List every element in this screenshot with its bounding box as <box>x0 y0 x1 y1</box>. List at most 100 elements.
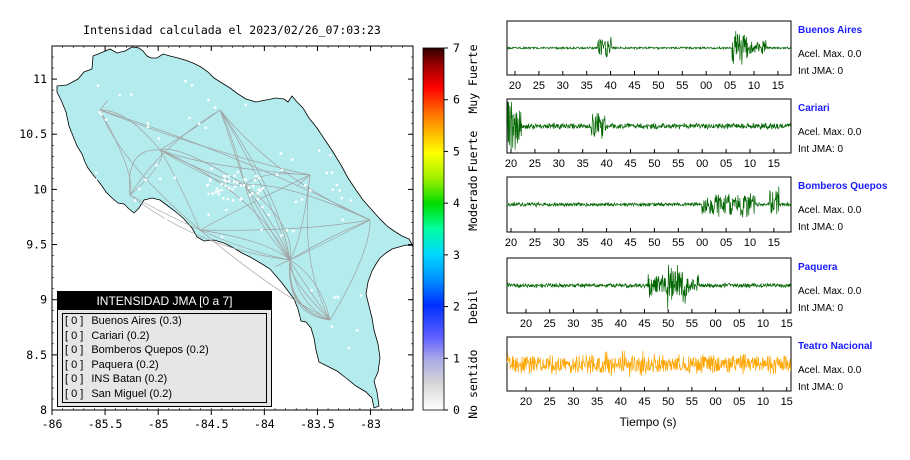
town-marker <box>291 158 294 161</box>
station-name: Bomberos Quepos <box>798 181 888 192</box>
waveform-tick-label: 45 <box>638 396 650 408</box>
town-marker <box>261 187 264 190</box>
waveform-tick-label: 50 <box>648 237 660 249</box>
town-marker <box>304 183 307 187</box>
station-acel: Acel. Max. 0.0 <box>798 49 862 60</box>
town-marker <box>247 186 251 190</box>
waveform-tick-label: 20 <box>505 158 517 170</box>
town-marker <box>340 196 343 200</box>
legend-item: [ 0 ] Buenos Aires (0.3) <box>63 314 266 329</box>
road <box>129 109 221 196</box>
map-x-tick-label: -85.5 <box>88 417 123 431</box>
waveform-tick-label: 05 <box>720 158 732 170</box>
road <box>329 219 371 321</box>
town-marker <box>251 191 254 195</box>
waveform-tick-label: 05 <box>720 237 732 249</box>
town-marker <box>236 170 240 174</box>
legend-item: [ 0 ] Paquera (0.2) <box>63 358 266 373</box>
waveform-tick-label: 15 <box>768 237 780 249</box>
road <box>99 109 311 176</box>
town-marker <box>232 180 236 184</box>
town-marker <box>223 174 227 178</box>
road <box>199 219 371 231</box>
station-int: Int JMA: 0 <box>798 144 843 155</box>
town-marker <box>275 173 279 177</box>
town-marker <box>330 325 334 328</box>
station-int: Int JMA: 0 <box>798 222 843 233</box>
waveform-panel: 20 25 30 35 40 45 50 55 00 05 10 15 Bomberos Quepos A… <box>505 176 888 249</box>
waveform-tick-label: 15 <box>772 80 784 92</box>
road <box>219 109 291 261</box>
town-marker <box>94 171 98 175</box>
town-marker <box>220 188 223 192</box>
town-marker <box>217 189 221 193</box>
town-marker <box>329 153 332 157</box>
map-x-tick-label: -86 <box>42 417 63 431</box>
waveform-trace <box>506 264 792 309</box>
town-marker <box>173 176 176 179</box>
town-marker <box>341 218 344 222</box>
town-marker <box>359 294 363 297</box>
town-marker <box>294 200 298 204</box>
waveform-tick-label: 30 <box>553 158 565 170</box>
legend-item-text: Buenos Aires (0.3) <box>91 315 182 327</box>
town-marker <box>130 93 133 96</box>
waveform-tick-label: 10 <box>744 237 756 249</box>
waveform-tick-label: 30 <box>553 237 565 249</box>
station-name: Paquera <box>798 262 838 273</box>
town-marker <box>99 221 103 225</box>
waveform-tick-label: 30 <box>567 396 579 408</box>
town-marker <box>146 125 150 129</box>
legend-item-text: Cariari (0.2) <box>91 329 150 342</box>
waveform-tick-label: 25 <box>529 237 541 249</box>
town-marker <box>356 329 359 332</box>
road <box>244 184 371 221</box>
town-marker <box>303 329 307 333</box>
map-y-tick-label: 10.5 <box>19 127 47 141</box>
colorbar-label: Debil <box>466 289 480 324</box>
town-marker <box>104 118 108 121</box>
road <box>289 219 371 261</box>
legend-item: [ 0 ] San Miguel (0.2) <box>63 387 266 402</box>
town-marker <box>224 184 227 188</box>
town-marker <box>217 192 221 196</box>
waveform-trace <box>506 186 792 218</box>
colorbar-ticks: 0 1 2 3 4 5 6 7 <box>444 41 460 417</box>
town-marker <box>98 110 102 114</box>
town-marker <box>253 178 257 182</box>
intensity-legend: INTENSIDAD JMA [0 a 7] [ 0 ] Buenos Aires… <box>57 291 272 407</box>
road <box>99 109 161 151</box>
station-int: Int JMA: 0 <box>798 303 843 314</box>
road <box>159 149 246 186</box>
station-int: Int JMA: 0 <box>798 66 843 77</box>
town-marker <box>310 288 314 292</box>
town-marker <box>349 199 353 202</box>
waveform-tick-label: 05 <box>733 318 745 330</box>
colorbar-tick-label: 2 <box>453 300 460 314</box>
map-y-tick-label: 11 <box>33 72 47 86</box>
colorbar-label: No sentido <box>466 349 480 418</box>
town-marker <box>317 149 321 152</box>
town-marker <box>233 174 236 178</box>
waveform-tick-label: 10 <box>748 80 760 92</box>
waveform-tick-label: 30 <box>567 318 579 330</box>
town-marker <box>207 192 210 196</box>
waveform-tick-label: 15 <box>781 318 793 330</box>
town-marker <box>227 175 230 178</box>
town-marker <box>215 187 219 190</box>
waveform-tick-label: 45 <box>624 237 636 249</box>
town-marker <box>280 234 283 237</box>
map-x-tick-label: -85 <box>148 417 169 431</box>
colorbar-tick-label: 4 <box>453 196 460 210</box>
waveform-tick-label: 05 <box>733 396 745 408</box>
road <box>129 149 161 196</box>
town-marker <box>267 213 271 216</box>
town-marker <box>146 122 150 125</box>
town-marker <box>208 179 212 183</box>
town-marker <box>335 183 339 187</box>
road <box>99 109 201 231</box>
town-marker <box>197 122 201 125</box>
waveform-tick-label: 35 <box>581 80 593 92</box>
road <box>306 174 331 321</box>
